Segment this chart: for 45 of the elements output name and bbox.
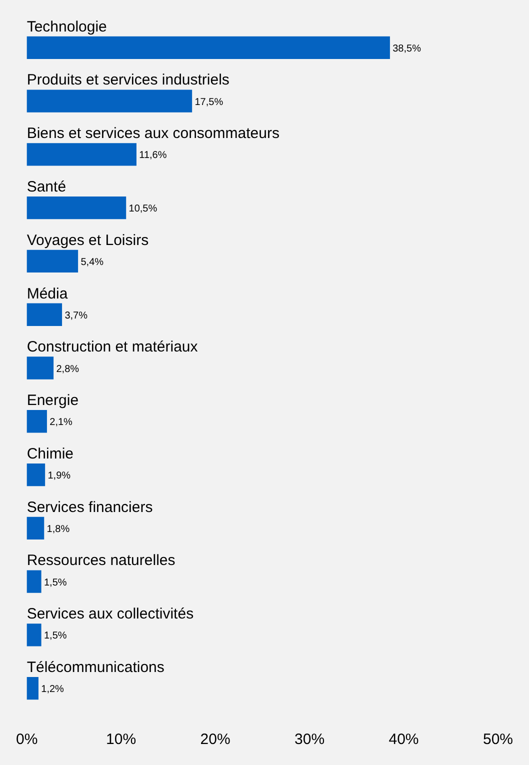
bar [26, 570, 42, 593]
bar [26, 410, 47, 433]
bar [26, 303, 62, 326]
bar [26, 36, 390, 60]
y-tick-label: Produits et services industriels [26, 72, 230, 89]
bar [26, 196, 126, 220]
data-label: 11,6% [139, 150, 167, 162]
data-label: 1,8% [46, 524, 70, 535]
data-label: 1,2% [41, 684, 64, 696]
x-tick-label: 20% [200, 731, 230, 748]
y-tick-label: Services aux collectivités [26, 606, 194, 623]
data-label: 38,5% [392, 43, 422, 54]
x-tick-label: 30% [294, 731, 325, 748]
data-label: 2,1% [50, 417, 73, 428]
data-label: 1,5% [44, 577, 67, 588]
y-tick-label: Energie [26, 392, 79, 410]
y-tick-label: Construction et matériaux [26, 338, 198, 356]
x-tick-label: 10% [106, 731, 136, 748]
data-label: 5,4% [80, 256, 104, 268]
bar [26, 143, 136, 166]
y-tick-label: Chimie [26, 445, 74, 462]
bar [26, 676, 38, 700]
data-label: 1,5% [44, 630, 67, 642]
data-label: 10,5% [128, 204, 158, 215]
y-tick-label: Télécommunications [26, 658, 164, 676]
y-tick-label: Services financiers [26, 498, 153, 516]
bar [26, 90, 192, 112]
data-label: 2,8% [56, 364, 80, 375]
data-label: 1,9% [48, 470, 71, 482]
bar [26, 624, 42, 646]
x-tick-label: 50% [482, 731, 514, 748]
y-tick-label: Ressources naturelles [26, 552, 176, 570]
bar [26, 250, 78, 273]
y-tick-label: Média [26, 285, 68, 302]
bar [26, 463, 46, 486]
data-label: 17,5% [194, 96, 224, 108]
bar [26, 516, 44, 540]
data-label: 3,7% [64, 310, 88, 322]
y-tick-label: Biens et services aux consommateurs [26, 125, 280, 142]
x-tick-label: 0% [16, 731, 38, 748]
bar [26, 356, 54, 380]
y-tick-label: Technologie [26, 18, 107, 36]
y-tick-label: Voyages et Loisirs [26, 232, 149, 249]
y-tick-label: Santé [26, 178, 66, 196]
x-tick-label: 40% [388, 731, 419, 748]
